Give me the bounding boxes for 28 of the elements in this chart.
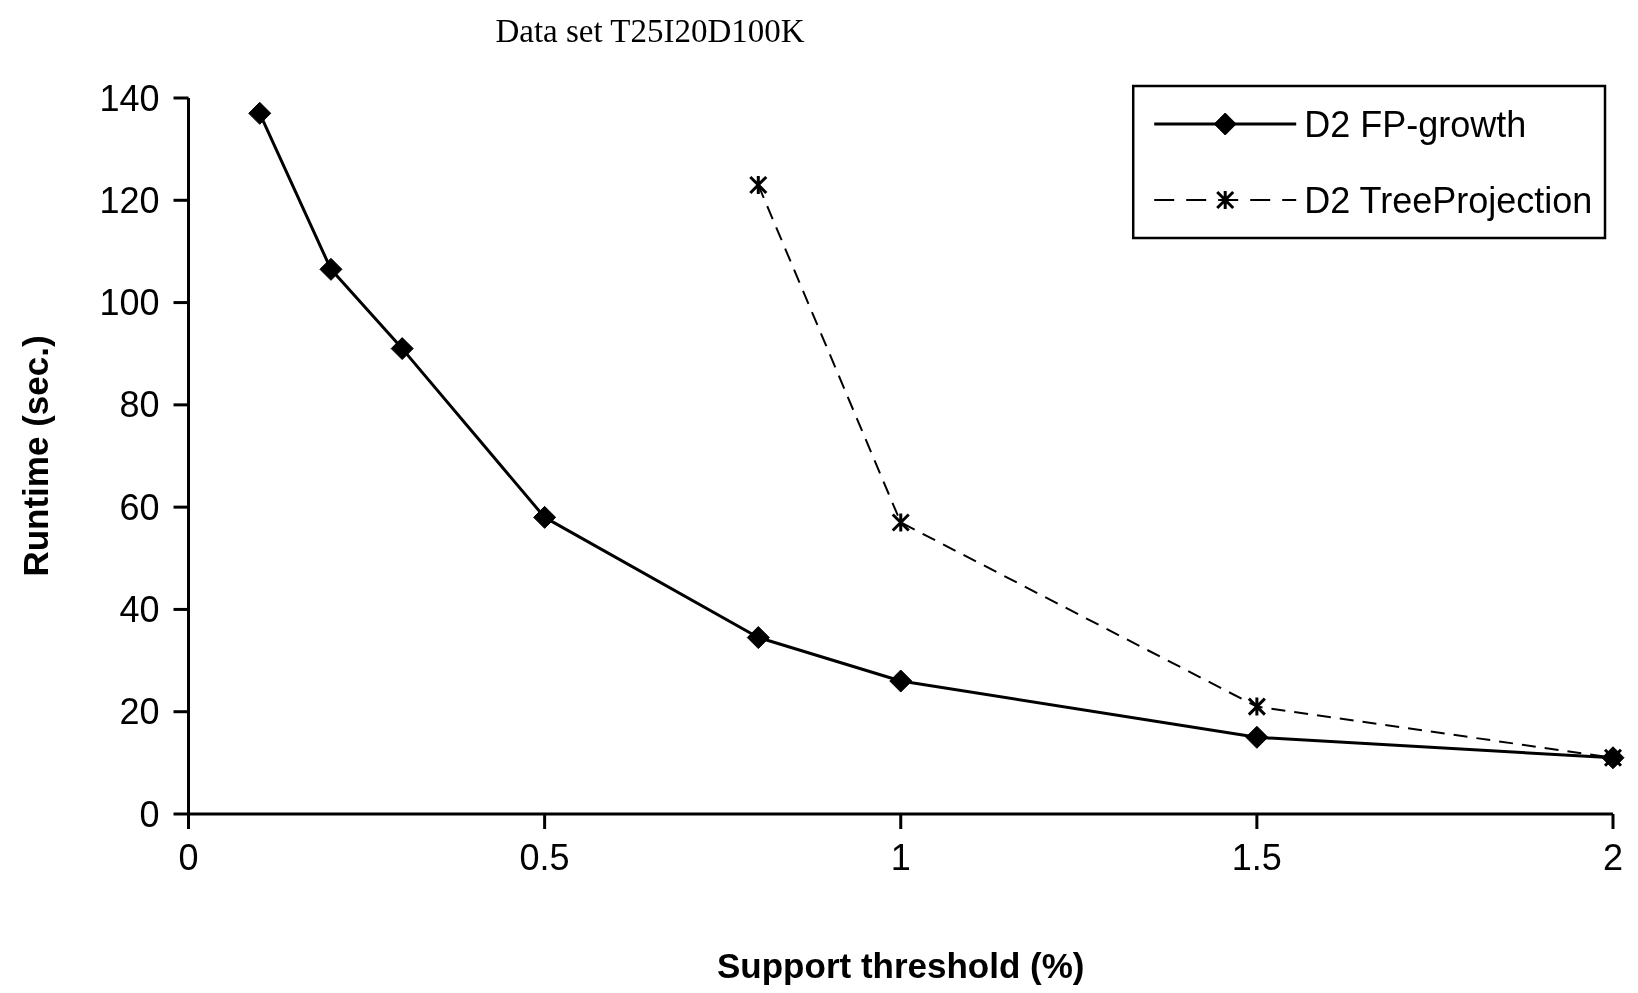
- y-axis-title: Runtime (sec.): [16, 335, 55, 577]
- x-tick-label: 1: [890, 837, 911, 878]
- x-tick-label: 0: [178, 837, 199, 878]
- x-tick-label: 2: [1602, 837, 1624, 878]
- point: [390, 337, 414, 361]
- x-tick-label: 1.5: [1231, 837, 1282, 878]
- point: [748, 174, 768, 196]
- legend-label: D2 FP-growth: [1304, 103, 1527, 145]
- y-tick-label: 60: [119, 486, 160, 528]
- y-tick-label: 80: [119, 384, 160, 426]
- point: [889, 669, 913, 693]
- y-tick-label: 120: [99, 179, 160, 221]
- point: [1245, 725, 1269, 749]
- chart-title: Data set T25I20D100K: [495, 13, 805, 49]
- point: [746, 626, 770, 650]
- x-axis-title: Support threshold (%): [717, 946, 1085, 985]
- point: [248, 101, 272, 125]
- y-tick-label: 140: [99, 77, 160, 119]
- y-tick-label: 0: [139, 793, 160, 835]
- point: [319, 257, 343, 281]
- legend-label: D2 TreeProjection: [1304, 179, 1593, 221]
- y-tick-label: 20: [119, 691, 160, 733]
- point: [891, 511, 911, 533]
- y-tick-label: 100: [99, 282, 160, 324]
- point: [1247, 696, 1267, 718]
- y-tick-label: 40: [119, 589, 160, 631]
- x-tick-label: 0.5: [519, 837, 570, 878]
- point: [533, 505, 557, 529]
